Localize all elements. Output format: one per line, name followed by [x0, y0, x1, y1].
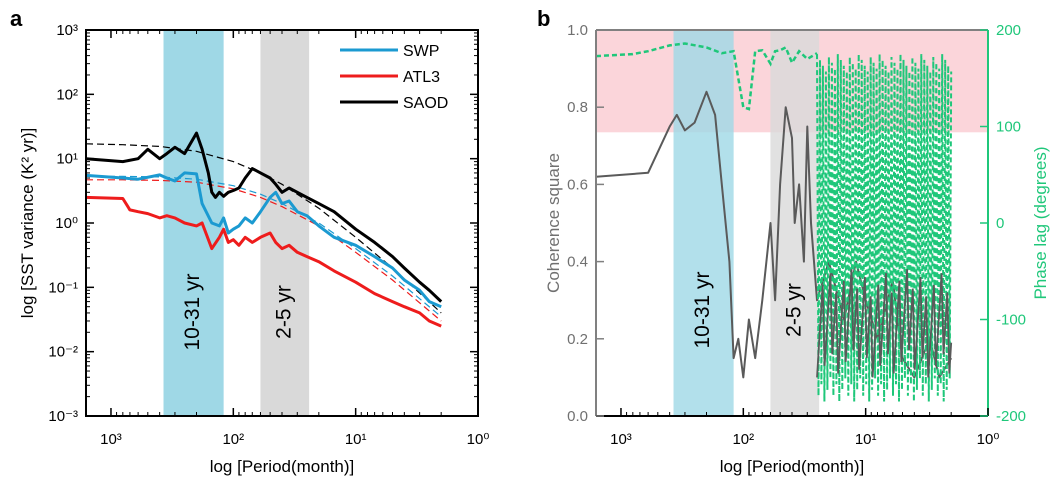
panel-a-ticks [86, 29, 479, 417]
panel-a-band-1 [260, 30, 310, 416]
panel-b-y2-tick-label: -200 [996, 408, 1026, 425]
panel-a-y-tick-label: 10⁰ [55, 215, 78, 232]
panel-b-x-tick-label: 10³ [610, 431, 632, 448]
panel-b-y2-axis-label: Phase lag (degrees) [1031, 146, 1050, 299]
panel-b-y2-tick-label: -100 [996, 312, 1026, 329]
panel-a-series-atl3 [86, 195, 442, 328]
panel-a-series-swp [86, 171, 442, 309]
panel-b-y-tick-labels: 0.0 0.2 0.4 0.6 0.8 1.0 [567, 22, 588, 425]
panel-a-legend-label-swp: SWP [403, 43, 439, 60]
panel-a-x-axis-label: log [Period(month)] [210, 457, 355, 476]
panel-b-y-tick-label: 0.4 [567, 254, 588, 271]
panel-b-band-label-0: 10-31 yr [691, 271, 714, 348]
panel-b-band-label-1: 2-5 yr [782, 283, 805, 337]
panel-b-y2-tick-labels: -200 -100 0 100 200 [996, 22, 1026, 425]
panel-a-y-tick-label: 10⁻¹ [48, 279, 78, 296]
panel-a-legend-label-saod: SAOD [403, 95, 448, 112]
panel-b-label: b [537, 6, 550, 31]
panel-a-series-saod [86, 131, 443, 303]
panel-b-y-tick-label: 1.0 [567, 22, 588, 39]
panel-b-y-tick-label: 0.8 [567, 99, 588, 116]
panel-b-phase-oscillation [816, 54, 953, 402]
panel-b-lines [596, 42, 953, 402]
panel-a-series [86, 131, 443, 328]
panel-a-x-tick-label: 10¹ [345, 431, 367, 448]
panel-b: b 10³ 10² 10¹ 10⁰ 0.0 0.2 0.4 0.6 0.8 1.0 -200 -1… [537, 6, 1050, 476]
panel-a-x-tick-label: 10³ [100, 431, 122, 448]
panel-b-x-tick-label: 10² [732, 431, 754, 448]
panel-b-y2-tick-label: 0 [996, 215, 1004, 232]
panel-a-y-tick-labels: 10³ 10² 10¹ 10⁰ 10⁻¹ 10⁻² 10⁻³ [48, 22, 78, 425]
panel-a: a 10³ 10² 10¹ 10⁰ 10³10²10¹10⁰10⁻¹10⁻²10⁻³ … [10, 6, 489, 476]
panel-b-y2-tick-label: 200 [996, 22, 1021, 39]
panel-b-coherence-oscillation [816, 269, 953, 378]
panel-a-band-label-0: 10-31 yr [181, 273, 204, 350]
panel-a-x-tick-label: 10² [222, 431, 244, 448]
panel-b-y-axis-label: Coherence square [544, 153, 563, 293]
panel-b-x-tick-label: 10⁰ [977, 431, 1000, 448]
panel-a-band-labels: 10-31 yr 2-5 yr [181, 273, 295, 350]
panel-a-y-tick-label: 10¹ [56, 151, 78, 168]
panel-a-label: a [10, 6, 23, 31]
panel-a-x-tick-label: 10⁰ [467, 431, 490, 448]
panel-a-legend: SWP ATL3 SAOD [340, 43, 448, 112]
panel-b-ticks [596, 29, 989, 417]
panel-b-x-tick-label: 10¹ [855, 431, 877, 448]
panel-a-y-axis-label: log [SST variance (K² yr)] [18, 128, 37, 319]
panel-a-x-tick-labels: 10³ 10² 10¹ 10⁰ [100, 431, 489, 448]
panel-b-x-axis-label: log [Period(month)] [720, 457, 865, 476]
panel-b-band-0 [673, 30, 734, 416]
panel-b-y-tick-label: 0.6 [567, 176, 588, 193]
panel-b-y2-tick-label: 100 [996, 119, 1021, 136]
panel-a-legend-label-atl3: ATL3 [403, 69, 440, 86]
panel-a-y-tick-label: 10⁻³ [48, 408, 78, 425]
panel-b-x-tick-labels: 10³ 10² 10¹ 10⁰ [610, 431, 999, 448]
panel-a-y-tick-label: 10⁻² [48, 344, 78, 361]
panel-a-y-tick-label: 10³ [56, 22, 78, 39]
panel-a-band-label-1: 2-5 yr [272, 285, 295, 339]
panel-b-phase-line [596, 42, 818, 111]
panel-a-y-tick-label: 10² [56, 86, 78, 103]
panel-a-reference-curve-2 [86, 179, 442, 322]
panel-b-band-labels: 10-31 yr 2-5 yr [691, 271, 805, 348]
panel-b-y-tick-label: 0.2 [567, 331, 588, 348]
panel-b-y-tick-label: 0.0 [567, 408, 588, 425]
